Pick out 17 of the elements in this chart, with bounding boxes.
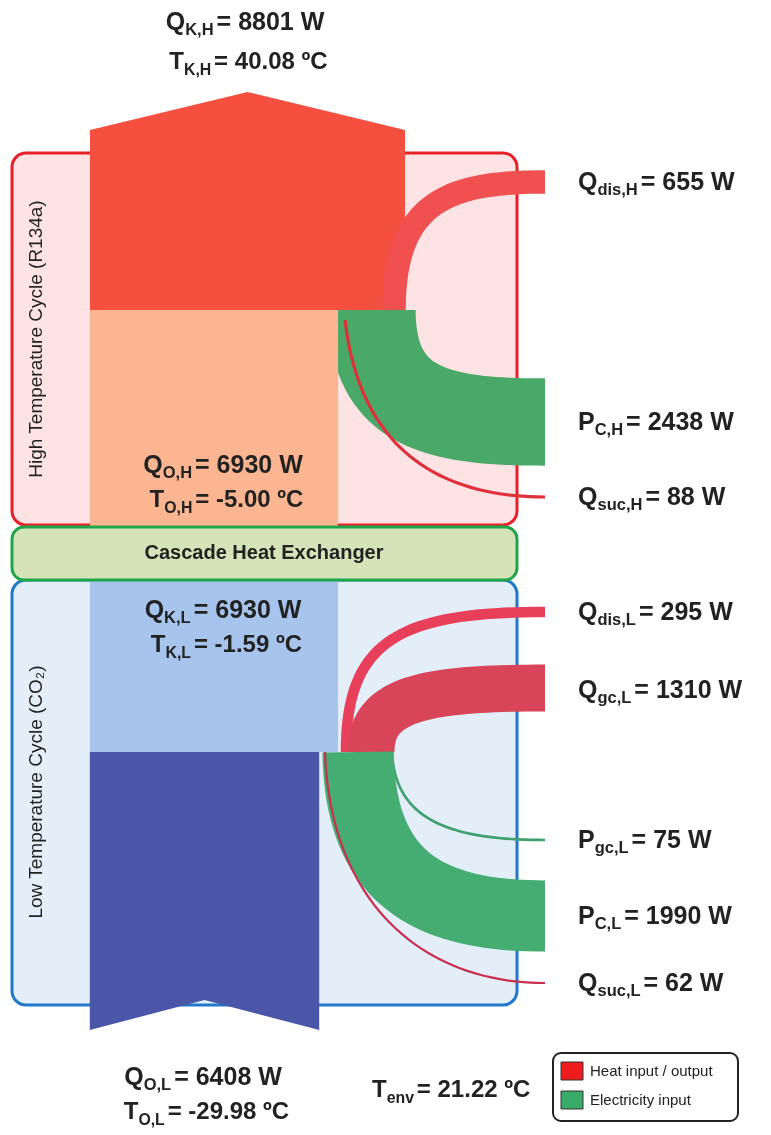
data-label: = 295 W — [638, 597, 734, 625]
data-label: = 6408 W — [174, 1062, 283, 1090]
data-label: = 1990 W — [624, 901, 733, 929]
legend-label: Electricity input — [590, 1091, 692, 1108]
data-label: = 1310 W — [634, 675, 743, 703]
data-label: = 6930 W — [193, 595, 302, 623]
data-label: = 8801 W — [216, 7, 325, 35]
data-label: = 6930 W — [195, 450, 304, 478]
data-label: = 75 W — [631, 825, 712, 853]
data-label: = 655 W — [640, 167, 735, 195]
text: Cascade Heat Exchanger — [144, 541, 384, 563]
data-label: = 62 W — [643, 968, 724, 996]
text: High Temperature Cycle (R134a) — [25, 200, 46, 478]
data-label: = 2438 W — [626, 407, 735, 435]
text: Low Temperature Cycle (CO₂) — [25, 665, 46, 919]
text: Heat input / output — [590, 1062, 714, 1079]
data-label: = 88 W — [645, 482, 726, 510]
